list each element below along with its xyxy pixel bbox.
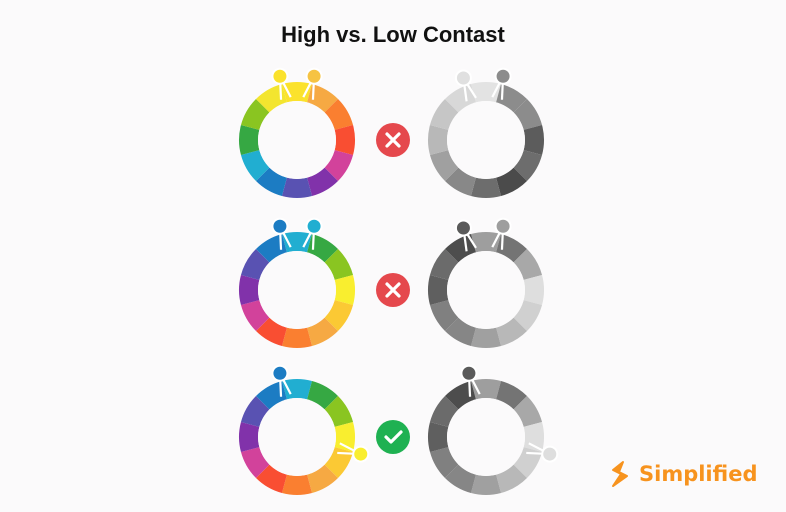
grayscale-wheel-pins bbox=[454, 217, 512, 252]
wheel-segment bbox=[255, 317, 287, 347]
wheel-segment bbox=[470, 232, 502, 253]
wheel-segment bbox=[255, 233, 287, 263]
wheel-segment bbox=[428, 421, 449, 453]
pin-head bbox=[305, 67, 323, 85]
wheel-center bbox=[447, 101, 525, 179]
color-wheel bbox=[239, 232, 355, 348]
wheel-segment bbox=[281, 327, 313, 348]
wheel-segment bbox=[444, 167, 476, 197]
wheel-center bbox=[258, 398, 336, 476]
wheel-segment bbox=[255, 464, 287, 494]
wheel-segment bbox=[496, 83, 528, 113]
grayscale-wheel-pins bbox=[454, 67, 512, 102]
wheel-center bbox=[258, 251, 336, 329]
wheel-segment bbox=[307, 167, 339, 197]
wheel-segment bbox=[307, 317, 339, 347]
grayscale-wheel-pins bbox=[460, 364, 559, 463]
check-mark bbox=[384, 430, 403, 444]
wheel-segment bbox=[255, 167, 287, 197]
brand-logo: Simplified bbox=[607, 460, 757, 488]
pin-head bbox=[454, 219, 472, 237]
wheel-segment bbox=[334, 274, 355, 306]
color-wheel bbox=[239, 379, 355, 495]
color-wheel-pins bbox=[271, 364, 370, 463]
color-wheel-pins bbox=[271, 67, 323, 100]
grayscale-wheel bbox=[428, 379, 544, 495]
wheel-segment bbox=[334, 124, 355, 156]
pin-head bbox=[271, 364, 289, 382]
wheel-center bbox=[447, 398, 525, 476]
x-icon bbox=[376, 123, 410, 157]
brand-name: Simplified bbox=[639, 462, 758, 486]
wheel-center bbox=[447, 251, 525, 329]
wheel-segment bbox=[334, 421, 355, 453]
wheel-segment bbox=[281, 474, 313, 495]
wheel-segment bbox=[470, 177, 502, 198]
wheel-segment bbox=[523, 421, 544, 453]
wheel-center bbox=[258, 101, 336, 179]
pin-head bbox=[271, 217, 289, 235]
wheel-segment bbox=[444, 83, 476, 113]
wheel-segment bbox=[444, 380, 476, 410]
pin-head bbox=[305, 217, 323, 235]
pin-head bbox=[454, 69, 472, 87]
simplified-logo-icon bbox=[612, 461, 628, 487]
wheel-segment bbox=[523, 124, 544, 156]
wheel-segment bbox=[281, 177, 313, 198]
wheel-segment bbox=[444, 464, 476, 494]
wheel-segment bbox=[523, 274, 544, 306]
wheel-segment bbox=[255, 83, 287, 113]
wheel-segment bbox=[496, 464, 528, 494]
status-badge bbox=[376, 420, 410, 454]
wheel-segment bbox=[281, 81, 313, 103]
wheel-segment bbox=[281, 379, 313, 400]
grayscale-wheel bbox=[428, 82, 544, 198]
color-wheel bbox=[239, 81, 355, 198]
pin-head bbox=[494, 217, 512, 235]
color-wheel-pins bbox=[271, 217, 323, 250]
x-mark bbox=[385, 132, 401, 148]
wheel-segment bbox=[239, 421, 260, 453]
x-mark bbox=[385, 282, 401, 298]
wheel-segment bbox=[428, 124, 449, 156]
pin-head bbox=[352, 445, 370, 463]
grayscale-wheel bbox=[428, 232, 544, 348]
pin-head bbox=[494, 67, 512, 85]
wheel-segment bbox=[496, 167, 528, 197]
page-title: High vs. Low Contast bbox=[281, 22, 505, 47]
wheel-segment bbox=[239, 124, 260, 156]
wheel-segment bbox=[307, 83, 339, 113]
wheel-segment bbox=[444, 233, 476, 263]
wheel-segment bbox=[239, 274, 260, 306]
wheel-segment bbox=[470, 82, 502, 103]
wheel-segment bbox=[470, 327, 502, 348]
pin-head bbox=[541, 445, 559, 463]
wheel-segment bbox=[281, 232, 313, 253]
wheel-segment bbox=[496, 233, 528, 263]
wheel-segment bbox=[470, 474, 502, 495]
check-icon bbox=[376, 420, 410, 454]
pin-head bbox=[460, 364, 478, 382]
pin-head bbox=[271, 67, 289, 85]
wheel-segment bbox=[470, 379, 502, 400]
wheel-segment bbox=[428, 274, 449, 306]
x-icon bbox=[376, 273, 410, 307]
